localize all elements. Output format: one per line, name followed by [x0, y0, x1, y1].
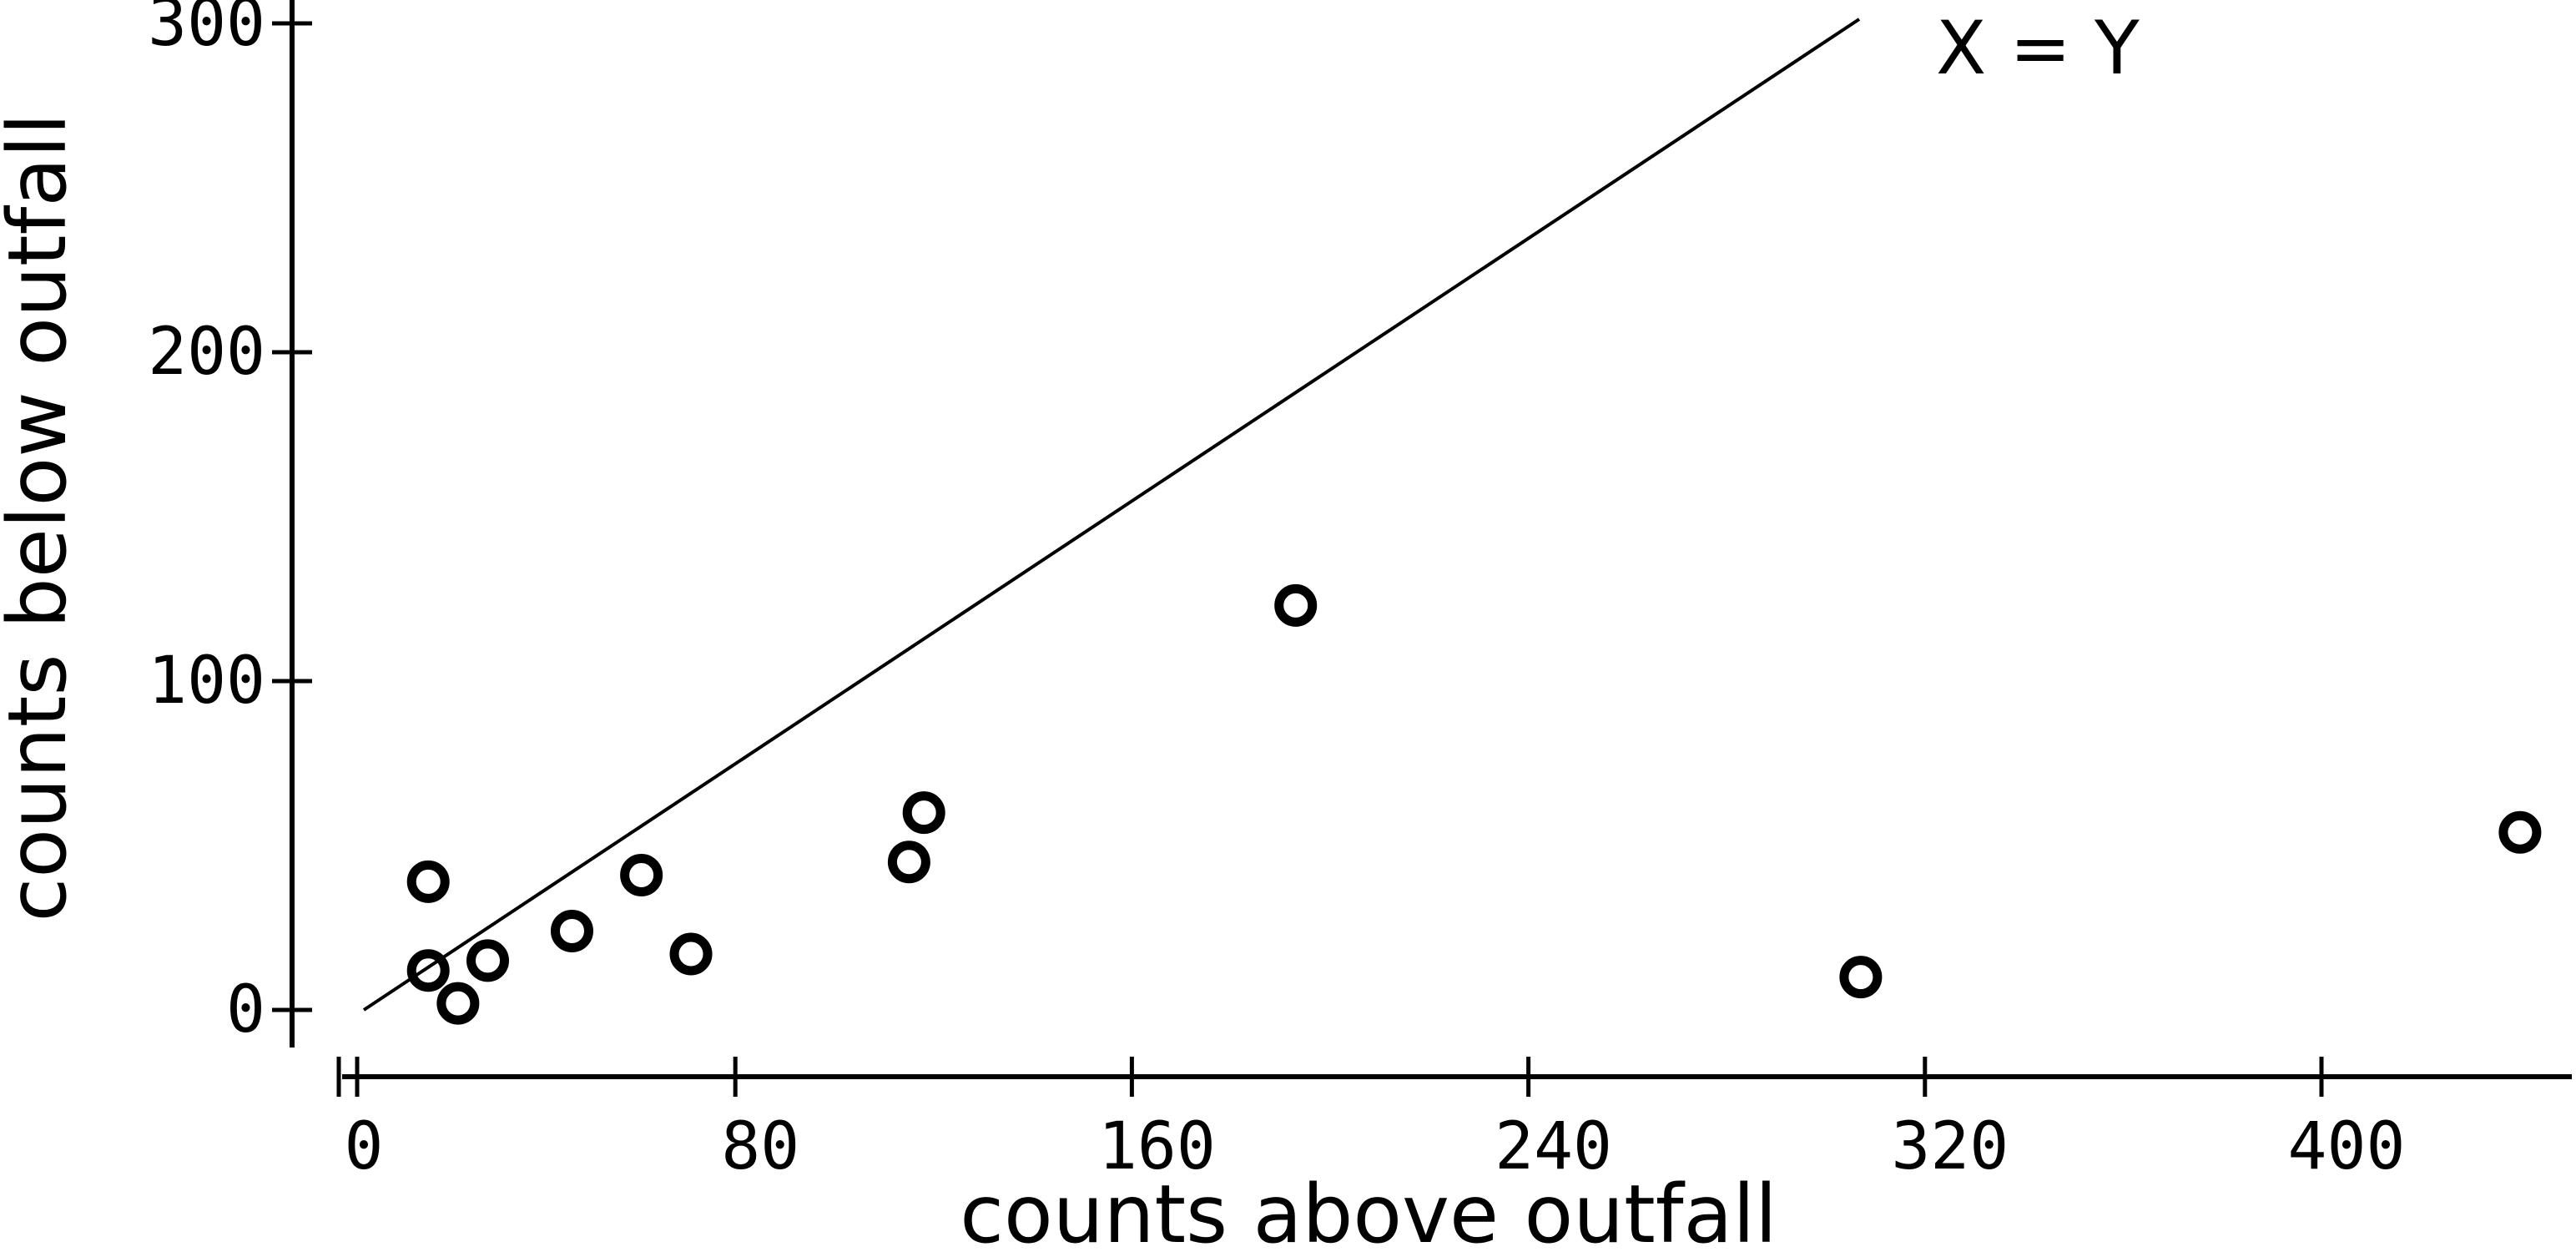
data-point	[620, 853, 663, 896]
y-tick-label: 200	[148, 315, 265, 390]
data-point	[902, 791, 945, 835]
data-point	[406, 860, 450, 903]
x-equals-y-label: X = Y	[1936, 5, 2140, 91]
axes	[290, 0, 2572, 1079]
y-axis-title: counts below outfall	[0, 114, 84, 922]
y-tick-label: 300	[148, 0, 265, 61]
x-tick-label: 240	[1495, 1109, 1612, 1184]
data-point	[550, 909, 593, 952]
data-point	[1839, 956, 1883, 999]
data-point	[406, 949, 450, 992]
data-point	[887, 841, 930, 884]
data-point	[466, 939, 509, 982]
x-tick-label: 400	[2288, 1109, 2406, 1184]
x-tick-label: 80	[721, 1109, 799, 1184]
x-ticks: 0 80 160 240 320 400	[336, 1057, 2406, 1184]
x-tick-label: 160	[1098, 1109, 1216, 1184]
data-point	[2498, 810, 2542, 854]
y-tick-label: 0	[226, 972, 265, 1048]
x-axis-title: counts above outfall	[960, 1168, 1777, 1257]
x-tick-label: 0	[345, 1109, 384, 1184]
y-tick-label: 100	[148, 644, 265, 719]
data-point	[1274, 583, 1318, 627]
x-equals-y-line	[362, 18, 1861, 1012]
x-tick-label: 320	[1891, 1109, 2009, 1184]
data-point	[436, 982, 480, 1025]
data-points	[406, 583, 2542, 1025]
data-point	[669, 932, 713, 976]
y-ticks: 0 100 200 300	[148, 0, 312, 1048]
